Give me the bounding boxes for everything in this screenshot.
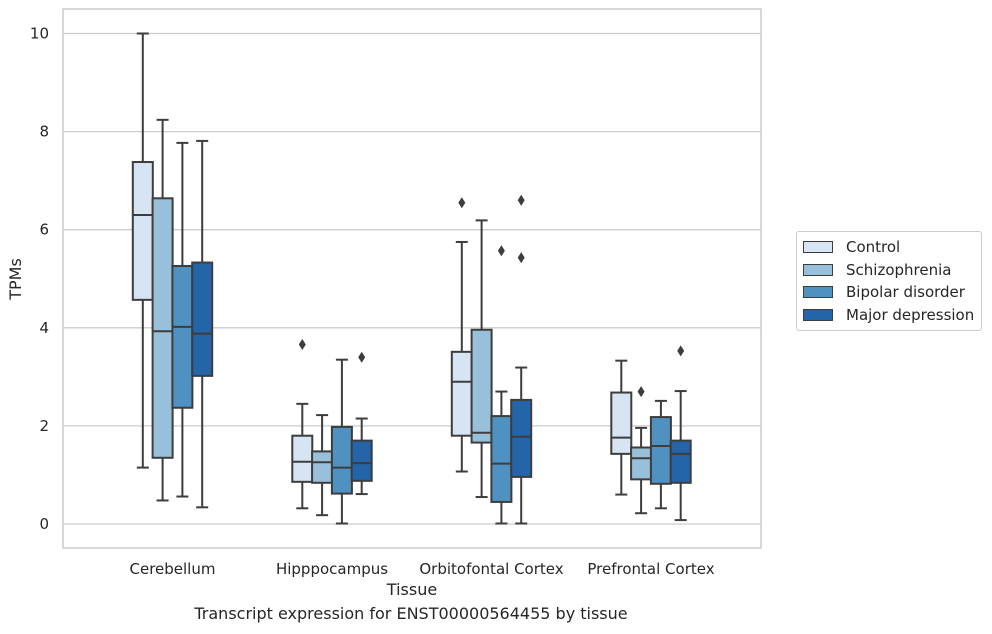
box-schizophrenia: [470, 219, 493, 499]
x-tick-labels: Cerebellum Hipppocampus Orbitofontal Corte…: [130, 560, 715, 578]
x-axis-label: Tissue: [386, 580, 437, 599]
outlier-point: [637, 386, 645, 398]
legend-label-bipolar-disorder: Bipolar disorder: [846, 283, 965, 302]
iqr-box: [330, 425, 353, 495]
legend-item-bipolar-disorder: Bipolar disorder: [797, 281, 981, 304]
outlier-point: [517, 194, 525, 206]
y-tick-label: 0: [39, 515, 49, 533]
y-tick-label: 6: [39, 221, 49, 239]
x-tick-label: Cerebellum: [130, 560, 216, 578]
iqr-box: [610, 391, 633, 455]
box-schizophrenia: [630, 386, 653, 515]
legend-item-major-depression: Major depression: [797, 304, 981, 327]
y-tick-label: 10: [30, 25, 49, 43]
y-tick-labels: 0 2 4 6 8 10: [30, 25, 49, 534]
legend-swatch-major-depression: [803, 308, 833, 321]
legend-item-schizophrenia: Schizophrenia: [797, 259, 981, 282]
outlier-point: [358, 351, 366, 363]
outlier-point: [458, 197, 466, 209]
legend-item-control: Control: [797, 236, 981, 259]
x-tick-label: Prefrontal Cortex: [587, 560, 714, 578]
x-tick-label: Orbitofontal Cortex: [419, 560, 563, 578]
legend-label-control: Control: [846, 238, 901, 257]
iqr-box: [311, 450, 334, 484]
legend: Control Schizophrenia Bipolar disorder M…: [796, 231, 982, 331]
box-control: [450, 197, 473, 473]
legend-label-schizophrenia: Schizophrenia: [846, 260, 952, 279]
chart-caption: Transcript expression for ENST0000056445…: [194, 604, 628, 623]
legend-label-major-depression: Major depression: [846, 305, 975, 324]
iqr-box: [450, 350, 473, 437]
box-major-depression: [510, 194, 533, 525]
y-tick-label: 4: [39, 319, 49, 337]
iqr-box: [470, 328, 493, 444]
outlier-point: [298, 338, 306, 350]
iqr-box: [291, 434, 314, 483]
outlier-point: [517, 252, 525, 264]
box-bipolar-disorder: [490, 245, 513, 525]
box-major-depression: [191, 139, 214, 509]
iqr-box: [490, 415, 513, 503]
box-control: [131, 32, 154, 469]
legend-swatch-schizophrenia: [803, 263, 833, 276]
boxes: [131, 32, 692, 525]
x-tick-label: Hipppocampus: [276, 560, 388, 578]
box-control: [291, 338, 314, 510]
iqr-box: [669, 439, 692, 484]
box-major-depression: [350, 351, 373, 496]
y-tick-label: 2: [39, 417, 49, 435]
iqr-box: [649, 416, 672, 485]
iqr-box: [151, 197, 174, 459]
iqr-box: [510, 398, 533, 478]
box-schizophrenia: [311, 414, 334, 517]
iqr-box: [350, 439, 373, 482]
box-control: [610, 359, 633, 496]
box-bipolar-disorder: [330, 358, 353, 525]
iqr-box: [171, 264, 194, 409]
legend-swatch-control: [803, 241, 833, 254]
y-axis-label: TPMs: [6, 258, 25, 301]
y-tick-label: 8: [39, 123, 49, 141]
box-major-depression: [669, 345, 692, 522]
iqr-box: [191, 261, 214, 377]
iqr-box: [131, 161, 154, 301]
legend-swatch-bipolar-disorder: [803, 286, 833, 299]
outlier-point: [497, 245, 505, 257]
outlier-point: [677, 345, 685, 357]
iqr-box: [630, 446, 653, 481]
